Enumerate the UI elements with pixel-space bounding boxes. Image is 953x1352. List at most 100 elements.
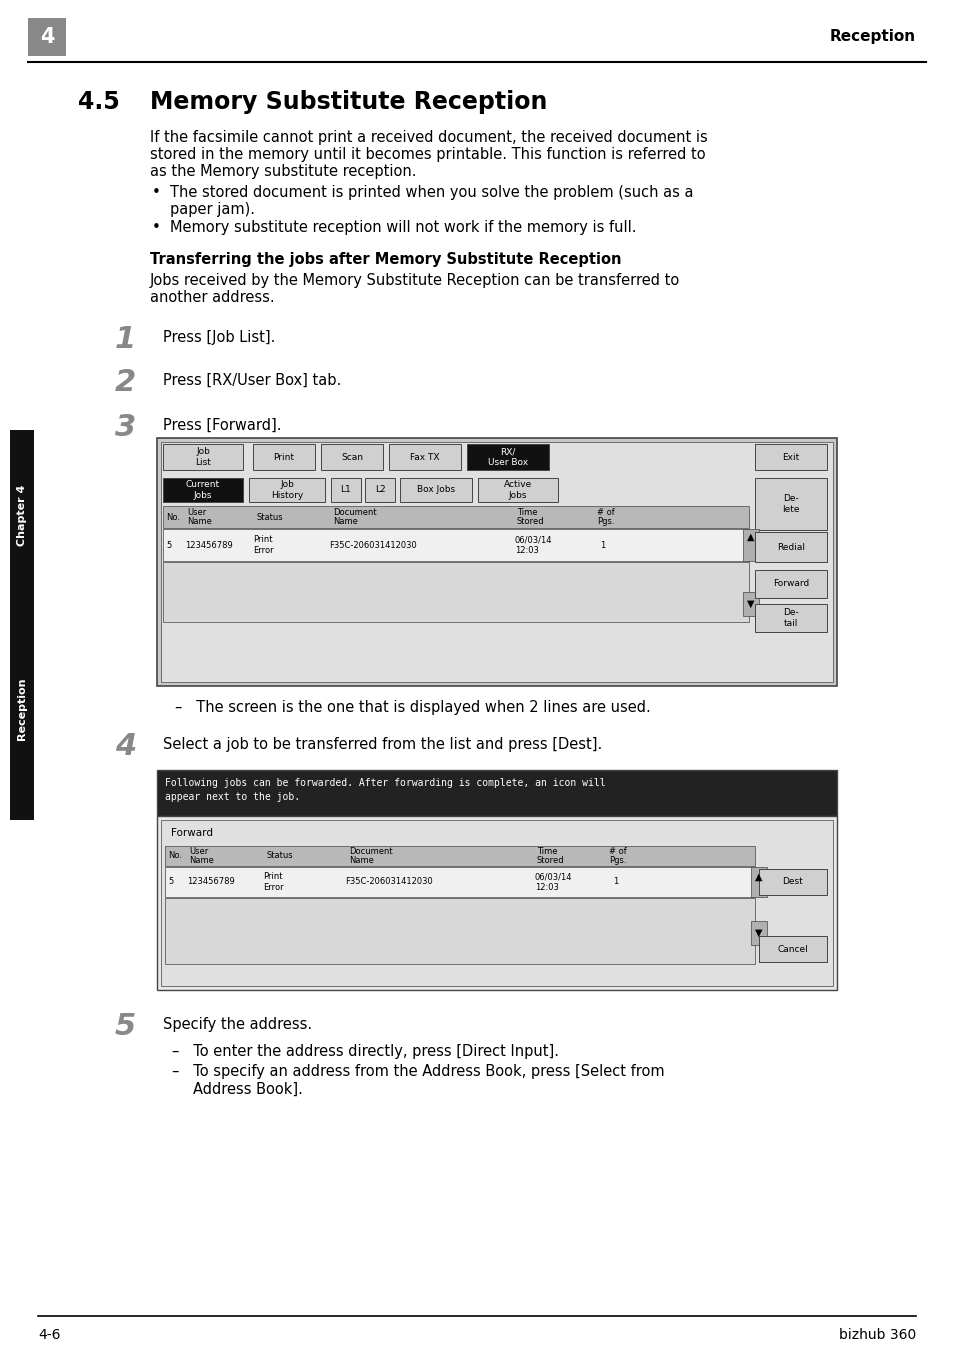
Text: Job
History: Job History	[271, 480, 303, 499]
Text: F35C-206031412030: F35C-206031412030	[329, 541, 416, 549]
Text: 1: 1	[599, 541, 604, 549]
Text: Specify the address.: Specify the address.	[163, 1017, 312, 1032]
Text: Reception: Reception	[829, 30, 915, 45]
Bar	[754, 571, 826, 598]
Text: Reception: Reception	[17, 677, 27, 741]
Bar	[165, 898, 754, 964]
Text: bizhub 360: bizhub 360	[838, 1328, 915, 1343]
Text: User
Name: User Name	[187, 507, 212, 526]
Text: paper jam).: paper jam).	[170, 201, 254, 218]
Text: Print
Error: Print Error	[263, 872, 283, 892]
Bar	[754, 531, 826, 562]
Text: Document
Name: Document Name	[333, 507, 376, 526]
Text: Time
Stored: Time Stored	[517, 507, 544, 526]
Bar	[163, 529, 748, 561]
Text: Press [RX/User Box] tab.: Press [RX/User Box] tab.	[163, 373, 341, 388]
Text: Jobs received by the Memory Substitute Reception can be transferred to: Jobs received by the Memory Substitute R…	[150, 273, 679, 288]
Text: Forward: Forward	[772, 580, 808, 588]
Text: Chapter 4: Chapter 4	[17, 484, 27, 546]
Text: ▼: ▼	[746, 599, 754, 608]
Text: 4: 4	[40, 27, 54, 47]
Text: •: •	[152, 220, 161, 235]
Bar	[165, 846, 754, 867]
Text: •: •	[152, 185, 161, 200]
Bar	[754, 604, 826, 631]
Bar	[161, 821, 832, 986]
Bar	[320, 443, 382, 470]
Text: 1: 1	[613, 877, 618, 887]
Bar	[253, 443, 314, 470]
Text: RX/
User Box: RX/ User Box	[487, 448, 528, 466]
Text: Status: Status	[267, 852, 294, 860]
Text: Job
List: Job List	[194, 448, 211, 466]
Text: Box Jobs: Box Jobs	[416, 485, 455, 495]
Text: 2: 2	[115, 368, 136, 397]
Text: Dest: Dest	[781, 877, 802, 887]
Bar	[742, 529, 759, 561]
Text: –   To specify an address from the Address Book, press [Select from: – To specify an address from the Address…	[172, 1064, 664, 1079]
Bar	[10, 430, 34, 600]
Bar	[331, 479, 360, 502]
Bar	[467, 443, 548, 470]
Text: 5: 5	[168, 877, 173, 887]
Text: Exit: Exit	[781, 453, 799, 461]
Text: stored in the memory until it becomes printable. This function is referred to: stored in the memory until it becomes pr…	[150, 147, 705, 162]
Text: Current
Jobs: Current Jobs	[186, 480, 220, 499]
Bar	[157, 817, 836, 990]
Text: 123456789: 123456789	[187, 877, 234, 887]
Text: as the Memory substitute reception.: as the Memory substitute reception.	[150, 164, 416, 178]
Text: 06/03/14
12:03: 06/03/14 12:03	[515, 535, 552, 554]
Bar	[163, 506, 748, 529]
Text: Memory substitute reception will not work if the memory is full.: Memory substitute reception will not wor…	[170, 220, 636, 235]
Bar	[754, 443, 826, 470]
Text: Time
Stored: Time Stored	[537, 846, 564, 865]
Text: ▼: ▼	[755, 927, 762, 938]
Bar	[163, 479, 243, 502]
Bar	[28, 18, 66, 55]
Text: Status: Status	[256, 512, 283, 522]
Text: Select a job to be transferred from the list and press [Dest].: Select a job to be transferred from the …	[163, 737, 601, 752]
Text: Transferring the jobs after Memory Substitute Reception: Transferring the jobs after Memory Subst…	[150, 251, 620, 266]
Text: 1: 1	[115, 324, 136, 354]
Text: Press [Forward].: Press [Forward].	[163, 418, 281, 433]
Bar	[163, 443, 243, 470]
Text: ▲: ▲	[755, 872, 762, 882]
Text: F35C-206031412030: F35C-206031412030	[345, 877, 433, 887]
Text: 5: 5	[166, 541, 172, 549]
Text: Print
Error: Print Error	[253, 535, 274, 554]
Text: appear next to the job.: appear next to the job.	[165, 792, 300, 802]
Text: 5: 5	[115, 1013, 136, 1041]
Text: De-
lete: De- lete	[781, 495, 799, 514]
Bar	[759, 869, 826, 895]
Text: –   The screen is the one that is displayed when 2 lines are used.: – The screen is the one that is displaye…	[174, 700, 650, 715]
Text: Cancel: Cancel	[777, 945, 807, 953]
Text: De-
tail: De- tail	[782, 608, 798, 627]
Bar	[759, 936, 826, 963]
Text: L1: L1	[340, 485, 351, 495]
Text: No.: No.	[166, 512, 180, 522]
Text: –   To enter the address directly, press [Direct Input].: – To enter the address directly, press […	[172, 1044, 558, 1059]
Bar	[365, 479, 395, 502]
Text: Print: Print	[274, 453, 294, 461]
Text: another address.: another address.	[150, 289, 274, 306]
Text: Following jobs can be forwarded. After forwarding is complete, an icon will: Following jobs can be forwarded. After f…	[165, 777, 605, 788]
Text: If the facsimile cannot print a received document, the received document is: If the facsimile cannot print a received…	[150, 130, 707, 145]
Text: 4.5: 4.5	[78, 91, 120, 114]
Text: Address Book].: Address Book].	[193, 1082, 302, 1096]
Text: Scan: Scan	[340, 453, 363, 461]
Bar	[249, 479, 325, 502]
Bar	[750, 921, 766, 945]
Bar	[477, 479, 558, 502]
Text: L2: L2	[375, 485, 385, 495]
Text: # of
Pgs.: # of Pgs.	[608, 846, 626, 865]
Text: Active
Jobs: Active Jobs	[503, 480, 532, 499]
Text: Redial: Redial	[776, 542, 804, 552]
Text: Forward: Forward	[171, 827, 213, 838]
Text: Fax TX: Fax TX	[410, 453, 439, 461]
Bar	[389, 443, 460, 470]
Bar	[399, 479, 472, 502]
Text: 06/03/14
12:03: 06/03/14 12:03	[535, 872, 572, 892]
Text: No.: No.	[168, 852, 182, 860]
Bar	[163, 562, 748, 622]
Text: Press [Job List].: Press [Job List].	[163, 330, 275, 345]
